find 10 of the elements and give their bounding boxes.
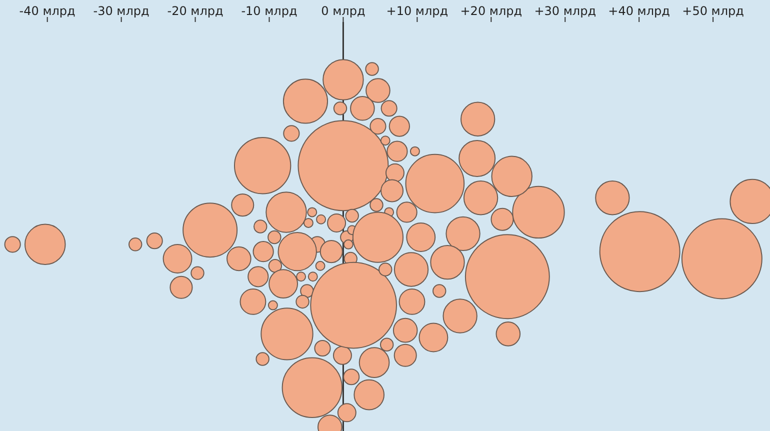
x-tick-label: 0 млрд	[321, 4, 366, 18]
x-tick-label: +40 млрд	[608, 4, 670, 18]
x-tick-label: +30 млрд	[534, 4, 596, 18]
x-tick-label: -40 млрд	[19, 4, 76, 18]
x-tick-label: -30 млрд	[93, 4, 150, 18]
x-tick-label: +20 млрд	[460, 4, 522, 18]
x-tick-label: +10 млрд	[386, 4, 448, 18]
x-tick-label: +50 млрд	[682, 4, 744, 18]
x-tick-label: -20 млрд	[167, 4, 224, 18]
x-tick-label: -10 млрд	[241, 4, 298, 18]
